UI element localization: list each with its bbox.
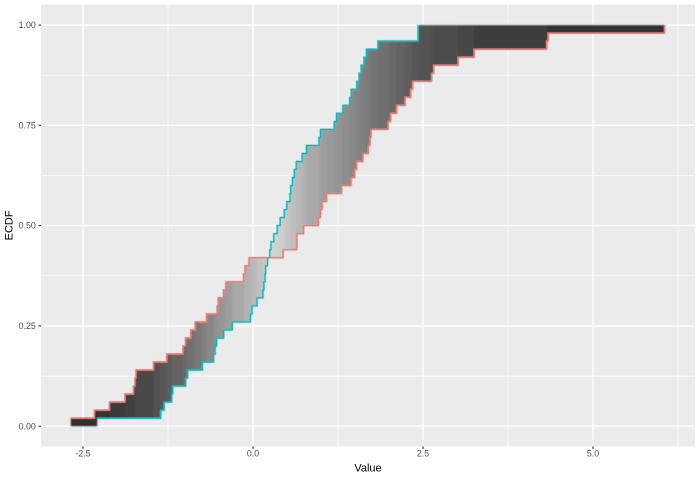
svg-text:0.50: 0.50 (19, 221, 36, 231)
svg-text:ECDF: ECDF (4, 210, 16, 240)
svg-text:Value: Value (354, 463, 381, 475)
svg-text:1.00: 1.00 (19, 20, 36, 30)
svg-text:0.25: 0.25 (19, 321, 36, 331)
svg-text:0.75: 0.75 (19, 120, 36, 130)
svg-text:-2.5: -2.5 (75, 449, 90, 459)
svg-text:5.0: 5.0 (587, 449, 599, 459)
svg-text:2.5: 2.5 (417, 449, 429, 459)
svg-text:0.0: 0.0 (247, 449, 259, 459)
svg-text:0.00: 0.00 (19, 421, 36, 431)
